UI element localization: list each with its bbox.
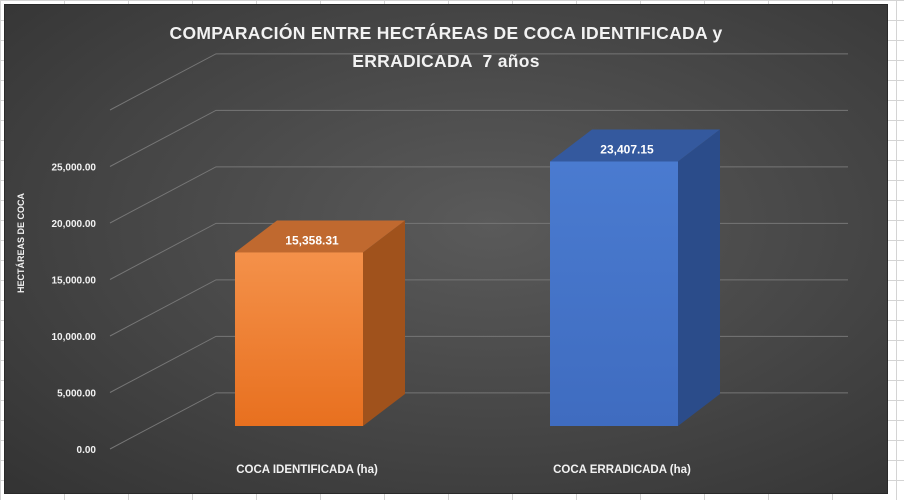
gridline xyxy=(109,166,848,224)
y-tick-label: 10,000.00 xyxy=(52,332,97,343)
gridline xyxy=(109,222,848,280)
category-label: COCA IDENTIFICADA (ha) xyxy=(236,464,378,476)
y-tick-label: 5,000.00 xyxy=(57,389,96,400)
y-tick-label: 0.00 xyxy=(77,445,97,456)
chart-title-line-2: ERRADICADA 7 años xyxy=(352,51,540,71)
bar-front-face xyxy=(550,161,678,426)
chart-area[interactable]: COMPARACIÓN ENTRE HECTÁREAS DE COCA IDEN… xyxy=(4,4,888,494)
bar-top-face xyxy=(550,129,720,162)
y-tick-label: 15,000.00 xyxy=(52,276,97,287)
bar-front-face xyxy=(235,252,363,426)
gridline xyxy=(109,109,848,167)
bar[interactable]: 23,407.15 xyxy=(550,129,720,426)
data-label: 23,407.15 xyxy=(600,142,654,156)
bars: 15,358.31 23,407.15 xyxy=(235,129,720,426)
bar-side-face xyxy=(678,129,720,426)
gridline xyxy=(109,392,848,450)
chart-title: COMPARACIÓN ENTRE HECTÁREAS DE COCA IDEN… xyxy=(5,19,887,75)
y-tick-labels: 0.00 5,000.00 10,000.00 15,000.00 20,000.00 2… xyxy=(52,163,97,457)
bar-side-face xyxy=(363,220,405,426)
gridline xyxy=(109,53,848,111)
gridlines xyxy=(109,53,848,450)
data-label: 15,358.31 xyxy=(285,233,339,247)
bar-top-face xyxy=(235,220,405,253)
bar[interactable]: 15,358.31 xyxy=(235,220,405,426)
gridline xyxy=(109,279,848,337)
gridline xyxy=(109,335,848,393)
category-labels: COCA IDENTIFICADA (ha) COCA ERRADICADA (h… xyxy=(236,464,691,476)
chart-title-line-1: COMPARACIÓN ENTRE HECTÁREAS DE COCA IDEN… xyxy=(169,23,723,43)
y-tick-label: 25,000.00 xyxy=(52,163,97,174)
y-tick-label: 20,000.00 xyxy=(52,219,97,230)
category-label: COCA ERRADICADA (ha) xyxy=(553,464,691,476)
